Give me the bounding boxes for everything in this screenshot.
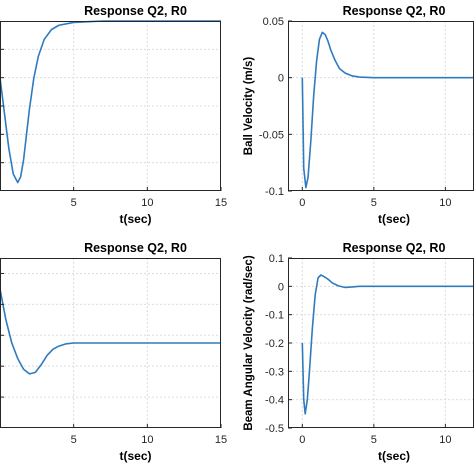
chart-title: Response Q2, R0 [343, 241, 446, 255]
y-tick-label: 0.1 [269, 253, 284, 265]
x-axis-label: t(sec) [378, 449, 410, 463]
x-axis-label: t(sec) [119, 212, 151, 226]
x-tick-label: 10 [141, 434, 153, 446]
series-line [301, 274, 474, 415]
x-tick-label: 0 [299, 197, 305, 209]
x-tick-label: 10 [439, 434, 451, 446]
series-line [0, 288, 221, 375]
y-tick-label: -0.4 [265, 395, 284, 407]
plot-area [288, 21, 474, 191]
x-tick-label: 10 [141, 197, 153, 209]
x-axis-label: t(sec) [119, 449, 151, 463]
chart-panel-4: 0 5 10 -0.5 -0.4 -0.3 -0.2 -0.1 0 0.1 Response Q2,… [243, 241, 474, 463]
x-axis-label: t(sec) [378, 212, 410, 226]
chart-panel-1: 5 10 15 Response Q2, R0 t(sec) [0, 4, 227, 226]
chart-title: Response Q2, R0 [84, 241, 187, 255]
y-tick-label: -0.3 [265, 366, 284, 378]
chart-panel-3: 5 10 15 Response Q2, R0 t(sec) [0, 241, 227, 463]
chart-panel-2: 0 5 10 -0.1 -0.05 0 0.05 Response Q2, R0 t(sec) B… [243, 4, 474, 226]
series-line [301, 31, 474, 189]
y-tick-label: -0.5 [265, 423, 284, 435]
y-tick-label: -0.2 [265, 338, 284, 350]
y-tick-label: 0 [278, 73, 284, 85]
x-tick-label: 5 [71, 197, 77, 209]
y-tick-label: 0.05 [263, 16, 284, 28]
x-tick-label: 10 [439, 197, 451, 209]
x-tick-label: 5 [71, 434, 77, 446]
chart-title: Response Q2, R0 [343, 4, 446, 18]
x-tick-label: 5 [371, 434, 377, 446]
x-tick-label: 0 [299, 434, 305, 446]
y-tick-label: -0.1 [265, 186, 284, 198]
y-axis-label: Ball Velocity (m/s) [243, 57, 255, 156]
y-axis-label: Beam Angular Velocity (rad/sec) [243, 255, 255, 431]
y-tick-label: -0.1 [265, 310, 284, 322]
x-tick-label: 15 [215, 197, 227, 209]
x-tick-label: 15 [215, 434, 227, 446]
y-tick-label: 0 [278, 281, 284, 293]
chart-title: Response Q2, R0 [84, 4, 187, 18]
axes-box [0, 258, 221, 428]
x-tick-label: 5 [371, 197, 377, 209]
y-tick-label: -0.05 [259, 129, 284, 141]
